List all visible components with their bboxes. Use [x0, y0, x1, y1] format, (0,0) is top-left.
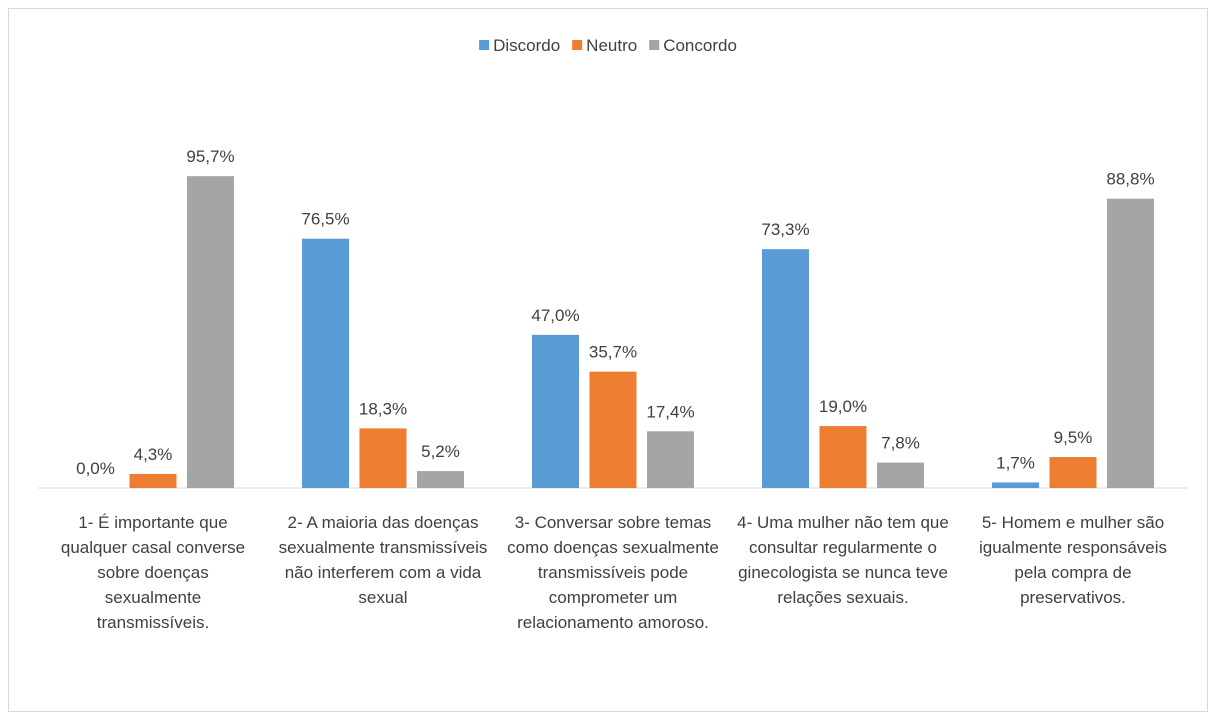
data-label: 76,5% — [301, 210, 349, 229]
data-label: 88,8% — [1106, 170, 1154, 189]
bar — [417, 471, 464, 488]
x-tick-line: pela compra de — [1014, 563, 1131, 582]
data-label: 4,3% — [134, 445, 173, 464]
x-tick-label: 1- É importante que qualquer casal conver… — [61, 513, 245, 632]
data-label: 73,3% — [761, 220, 809, 239]
x-tick-line: ginecologista se nunca teve — [738, 563, 948, 582]
data-label: 35,7% — [589, 343, 637, 362]
data-label: 18,3% — [359, 399, 407, 418]
x-tick-line: não interferem com a vida — [285, 563, 482, 582]
bar — [1107, 198, 1154, 488]
legend-label: Discordo — [493, 36, 560, 55]
legend-label: Neutro — [586, 36, 637, 55]
x-tick-line: como doenças sexualmente — [507, 538, 719, 557]
bar — [1049, 457, 1097, 488]
data-label: 1,7% — [996, 453, 1035, 472]
x-tick-line: comprometer um — [549, 588, 677, 607]
x-tick-line: 3- Conversar sobre temas — [515, 513, 712, 532]
x-tick-line: transmissíveis. — [97, 613, 209, 632]
data-label: 0,0% — [76, 459, 115, 478]
x-tick-line: sobre doenças — [97, 563, 209, 582]
x-tick-label: 3- Conversar sobre temas como doenças sex… — [507, 513, 719, 632]
bar — [589, 371, 637, 488]
bar — [359, 428, 407, 488]
legend-swatch — [572, 40, 583, 50]
bar — [762, 249, 809, 488]
x-tick-line: 4- Uma mulher não tem que — [737, 513, 949, 532]
x-tick-line: relações sexuais. — [777, 588, 908, 607]
bar — [532, 334, 579, 488]
x-tick-line: 1- É importante que — [78, 513, 227, 532]
legend-swatch — [649, 40, 660, 50]
data-label: 17,4% — [646, 402, 694, 421]
x-tick-label: 4- Uma mulher não tem que consultar regul… — [737, 513, 949, 607]
x-tick-line: sexualmente — [105, 588, 201, 607]
x-tick-label: 5- Homem e mulher são igualmente responsá… — [979, 513, 1167, 607]
legend: Discordo Neutro Concordo — [479, 36, 737, 55]
x-tick-line: igualmente responsáveis — [979, 538, 1167, 557]
x-tick-line: 2- A maioria das doenças — [288, 513, 479, 532]
x-tick-label: 2- A maioria das doenças sexualmente tran… — [279, 513, 488, 607]
legend-label: Concordo — [663, 36, 737, 55]
data-label: 95,7% — [186, 147, 234, 166]
bar — [877, 462, 924, 488]
x-tick-line: sexual — [358, 588, 407, 607]
x-tick-line: preservativos. — [1020, 588, 1126, 607]
x-tick-line: relacionamento amoroso. — [517, 613, 709, 632]
data-label: 19,0% — [819, 397, 867, 416]
legend-swatch — [479, 40, 490, 50]
data-label: 47,0% — [531, 306, 579, 325]
x-tick-line: sexualmente transmissíveis — [279, 538, 488, 557]
bar — [647, 431, 694, 488]
bar — [129, 473, 177, 488]
bar — [187, 176, 234, 489]
bar — [992, 482, 1039, 488]
bar — [819, 426, 867, 488]
x-tick-line: 5- Homem e mulher são — [982, 513, 1164, 532]
data-label: 9,5% — [1054, 428, 1093, 447]
bar — [302, 238, 349, 488]
data-label: 5,2% — [421, 442, 460, 461]
x-tick-line: qualquer casal converse — [61, 538, 245, 557]
data-label: 7,8% — [881, 434, 920, 453]
x-tick-line: transmissíveis pode — [538, 563, 688, 582]
x-tick-line: consultar regularmente o — [749, 538, 937, 557]
